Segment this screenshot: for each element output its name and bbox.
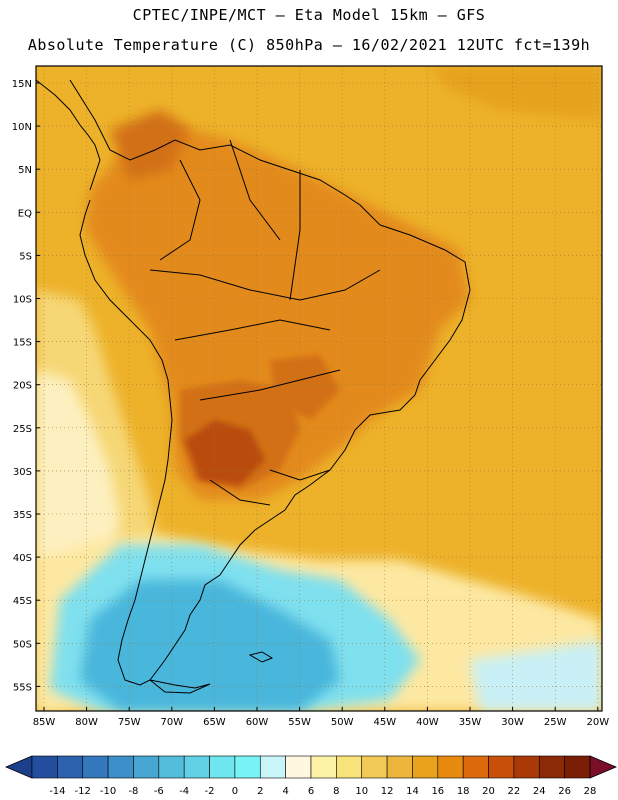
- colorbar-label: 28: [584, 786, 597, 797]
- latitude-label: 10S: [13, 295, 32, 306]
- plot-frame: [35, 65, 603, 712]
- longitude-labels: 85W 80W 75W 70W 65W 60W 55W 50W 45W 40W 35W 30W 25W 2…: [33, 707, 609, 728]
- colorbar-swatch: [259, 755, 286, 779]
- latitude-label: 25S: [13, 424, 32, 435]
- latitude-label: 50S: [13, 639, 32, 650]
- longitude-label: 45W: [373, 717, 396, 728]
- colorbar-label: 4: [282, 786, 288, 797]
- colorbar-swatch: [538, 755, 565, 779]
- south-colder-area: [80, 580, 340, 711]
- colorbar-label: 6: [308, 786, 314, 797]
- colorbar-swatch: [462, 755, 489, 779]
- latitude-label: 15N: [12, 79, 32, 90]
- colorbar-label: -14: [49, 786, 65, 797]
- south-america-coastline: [69, 79, 471, 686]
- latitude-label: 30S: [13, 467, 32, 478]
- colorbar: [4, 755, 618, 779]
- colorbar-label: 24: [533, 786, 546, 797]
- latitude-labels: 15N 10N 5N EQ 5S 10S 15S 20S 25S 30S 35S 40S 45S 50S 5…: [12, 79, 40, 693]
- colorbar-label: -8: [128, 786, 138, 797]
- central-america-coastline: [36, 79, 101, 191]
- northeast-warm-area: [430, 66, 602, 120]
- longitude-label: 60W: [246, 717, 269, 728]
- tierra-del-fuego: [149, 679, 211, 694]
- colorbar-swatch: [310, 755, 337, 779]
- latitude-label: 15S: [13, 338, 32, 349]
- colorbar-label: 0: [232, 786, 238, 797]
- colorbar-swatch: [107, 755, 134, 779]
- latitude-label: 55S: [13, 682, 32, 693]
- colorbar-right-arrow: [589, 755, 618, 779]
- latitude-label: 40S: [13, 553, 32, 564]
- colorbar-swatch: [183, 755, 210, 779]
- colorbar-label: 14: [406, 786, 419, 797]
- latitude-label: 5N: [18, 165, 32, 176]
- hottest-core: [185, 420, 265, 485]
- colorbar-label: 8: [333, 786, 339, 797]
- falkland-islands: [248, 651, 274, 663]
- colorbar-swatch: [564, 755, 591, 779]
- latitude-label: 45S: [13, 596, 32, 607]
- latitude-label: EQ: [18, 208, 32, 219]
- temperature-field: [36, 66, 602, 711]
- colorbar-label: 18: [457, 786, 470, 797]
- southeast-cool-area: [470, 640, 602, 711]
- longitude-label: 20W: [586, 717, 609, 728]
- country-borders: [149, 139, 381, 506]
- colorbar-label: -4: [179, 786, 189, 797]
- pacific-pale-area: [36, 370, 120, 570]
- map-title-line-2: Absolute Temperature (C) 850hPa – 16/02/…: [27, 36, 591, 54]
- colorbar-swatch: [437, 755, 464, 779]
- colorbar-label: 12: [381, 786, 394, 797]
- colorbar-swatch: [82, 755, 109, 779]
- colorbar-swatch: [488, 755, 515, 779]
- longitude-label: 75W: [118, 717, 141, 728]
- latitude-label: 5S: [19, 251, 32, 262]
- longitude-label: 50W: [331, 717, 354, 728]
- colorbar-label: 26: [558, 786, 571, 797]
- longitude-label: 30W: [501, 717, 524, 728]
- colorbar-swatch: [412, 755, 439, 779]
- longitude-label: 85W: [33, 717, 56, 728]
- colorbar-swatch: [386, 755, 413, 779]
- colorbar-swatch: [285, 755, 312, 779]
- coastlines: [36, 79, 471, 694]
- colorbar-swatch: [57, 755, 84, 779]
- colorbar-left-arrow: [4, 755, 33, 779]
- southeast-hot-area: [270, 355, 340, 420]
- colorbar-swatch: [513, 755, 540, 779]
- colorbar-swatch: [361, 755, 388, 779]
- colorbar-swatch: [133, 755, 160, 779]
- longitude-label: 35W: [459, 717, 482, 728]
- colorbar-swatch: [336, 755, 363, 779]
- colorbar-label: -6: [154, 786, 164, 797]
- north-hot-area: [110, 110, 190, 180]
- longitude-label: 25W: [544, 717, 567, 728]
- colorbar-label: 22: [508, 786, 521, 797]
- latitude-label: 10N: [12, 122, 32, 133]
- latitude-label: 35S: [13, 510, 32, 521]
- colorbar-label: 2: [257, 786, 263, 797]
- colorbar-label: 20: [482, 786, 495, 797]
- longitude-label: 65W: [203, 717, 226, 728]
- colorbar-swatch: [31, 755, 58, 779]
- map-title-line-1: CPTEC/INPE/MCT – Eta Model 15km – GFS: [132, 6, 486, 24]
- colorbar-swatch: [234, 755, 261, 779]
- colorbar-labels: -14 -12 -10 -8 -6 -4 -2 0 2 4 6 8 10 12 14 16 18 20 22 24 26…: [49, 786, 596, 797]
- colorbar-label: -2: [205, 786, 215, 797]
- colorbar-label: -10: [100, 786, 116, 797]
- colorbar-swatch: [209, 755, 236, 779]
- longitude-label: 80W: [75, 717, 98, 728]
- longitude-label: 40W: [416, 717, 439, 728]
- colorbar-label: 16: [431, 786, 444, 797]
- colorbar-label: -12: [75, 786, 91, 797]
- colorbar-label: 10: [355, 786, 368, 797]
- latitude-label: 20S: [13, 381, 32, 392]
- longitude-label: 70W: [160, 717, 183, 728]
- colorbar-swatch: [158, 755, 185, 779]
- longitude-label: 55W: [288, 717, 311, 728]
